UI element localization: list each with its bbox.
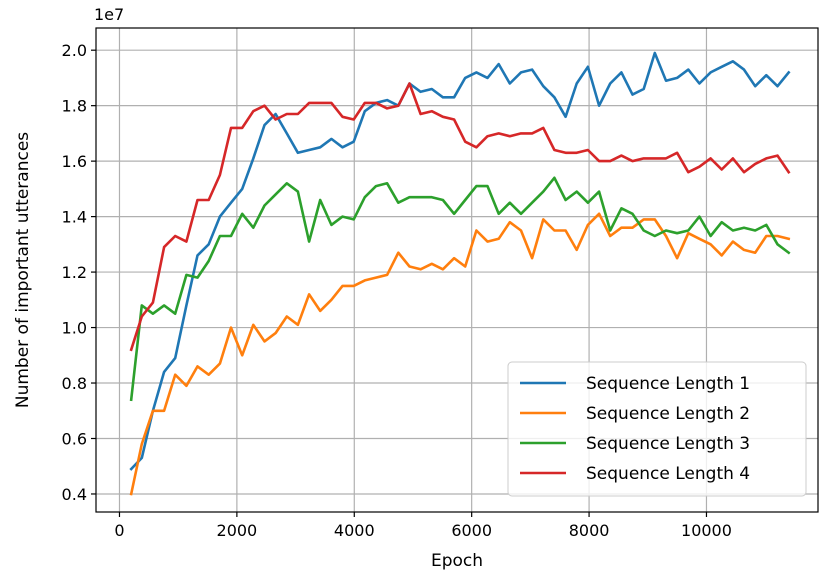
series-line-3 — [129, 176, 791, 402]
y-tick-label: 1.0 — [62, 319, 87, 338]
legend-label: Sequence Length 2 — [586, 404, 750, 424]
y-axis-label: Number of important utterances — [13, 132, 33, 408]
y-axis-offset-text: 1e7 — [94, 5, 124, 24]
y-tick-label: 1.8 — [62, 97, 87, 116]
y-tick-label: 1.4 — [62, 208, 87, 227]
x-tick-label: 4000 — [334, 521, 375, 540]
series-line-1 — [129, 51, 791, 471]
x-tick-label: 8000 — [569, 521, 610, 540]
legend-box — [507, 361, 807, 497]
legend-label: Sequence Length 4 — [586, 464, 750, 484]
x-tick-label: 0 — [114, 521, 124, 540]
series-lines — [129, 51, 791, 496]
plot-frame — [95, 27, 819, 513]
legend: Sequence Length 1 Sequence Length 2 Sequen… — [507, 361, 807, 497]
y-axis-ticks: 0.4 0.6 0.8 1.0 1.2 1.4 1.6 1.8 2.0 — [62, 41, 96, 504]
x-tick-label: 6000 — [451, 521, 492, 540]
y-tick-label: 1.2 — [62, 263, 87, 282]
series-line-2 — [129, 212, 791, 496]
grid-lines — [96, 28, 818, 512]
x-tick-label: 2000 — [217, 521, 258, 540]
y-tick-label: 0.8 — [62, 374, 87, 393]
y-tick-label: 0.6 — [62, 429, 87, 448]
series-line-4 — [129, 82, 791, 352]
legend-label: Sequence Length 3 — [586, 434, 750, 454]
x-axis-ticks: 0 2000 4000 6000 8000 10000 — [114, 512, 732, 540]
y-tick-label: 2.0 — [62, 41, 87, 60]
legend-label: Sequence Length 1 — [586, 374, 750, 394]
y-tick-label: 1.6 — [62, 152, 87, 171]
x-axis-label: Epoch — [431, 551, 483, 571]
y-tick-label: 0.4 — [62, 485, 87, 504]
x-tick-label: 10000 — [681, 521, 732, 540]
